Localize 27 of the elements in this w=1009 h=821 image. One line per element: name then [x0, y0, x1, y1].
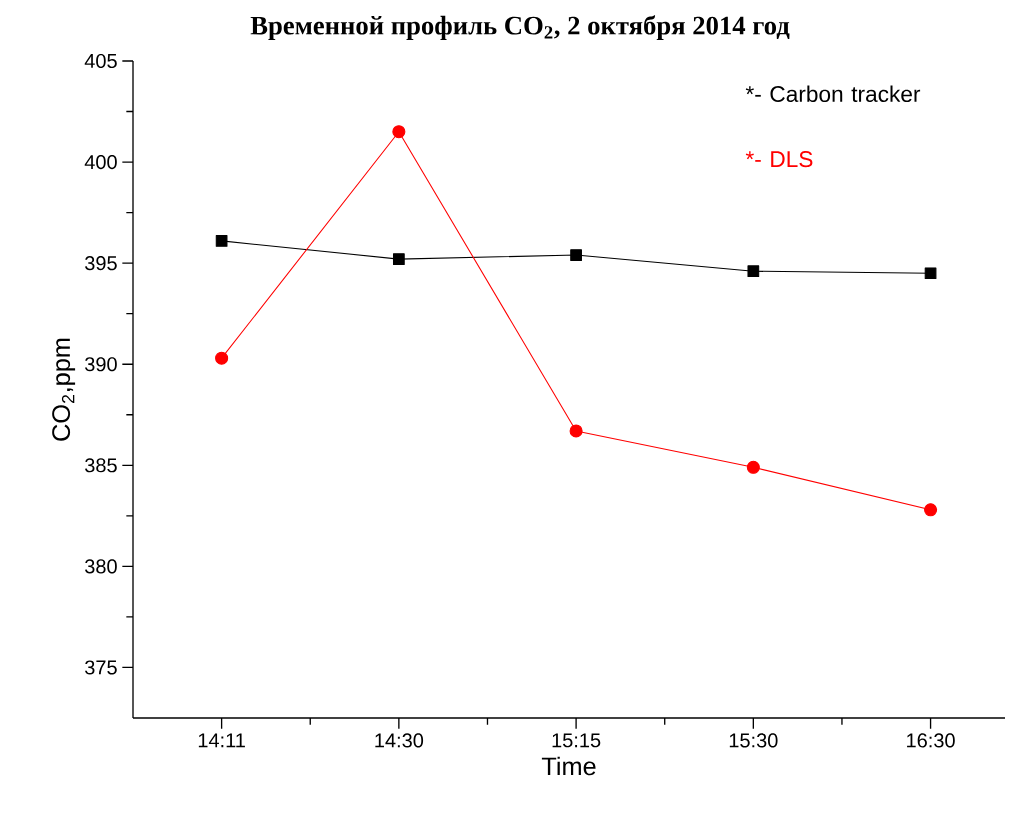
point: [215, 235, 228, 247]
x-tick-label: 16:30: [907, 733, 955, 748]
x-tick-label: 15:30: [729, 733, 778, 748]
point: [569, 424, 583, 438]
y-tick-label: 400: [84, 154, 117, 170]
y-axis-title: CO$_{2}$,ppm: [52, 338, 76, 441]
point: [924, 503, 938, 517]
text: *- DLS: [745, 151, 813, 168]
y-tick-label: 385: [85, 458, 117, 473]
point: [392, 125, 406, 139]
point: [746, 460, 760, 474]
x-tick-label: 14:30: [375, 733, 424, 748]
y-tick-label: 375: [85, 660, 117, 675]
point: [215, 351, 229, 365]
y-tick-label: 395: [85, 256, 117, 271]
y-tick-label: 405: [84, 53, 117, 69]
point: [747, 265, 760, 278]
text: *- Carbon tracker: [745, 85, 921, 103]
point: [392, 253, 405, 265]
y-tick-label: 380: [85, 559, 117, 574]
point: [924, 267, 937, 280]
point: [570, 249, 582, 261]
chart-title: Временной профиль CO$_{2}$, 2 октября 2014 год: [250, 15, 790, 41]
x-axis-title: Time: [541, 756, 596, 776]
x-tick-label: 15:15: [552, 733, 601, 748]
x-tick-label: 14:11: [198, 733, 245, 748]
y-tick-label: 390: [85, 357, 117, 372]
